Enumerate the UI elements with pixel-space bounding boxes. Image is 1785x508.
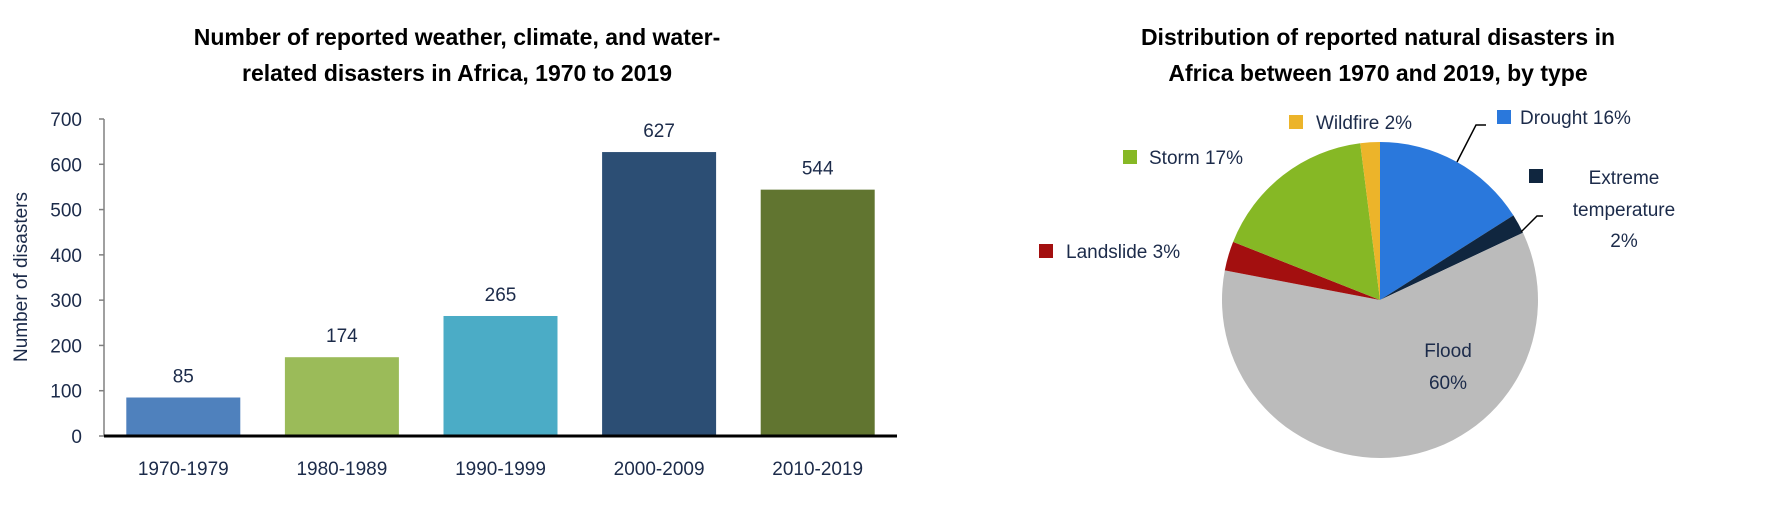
y-tick-label: 100	[50, 382, 82, 403]
data-label: 85	[173, 367, 194, 388]
y-axis-label: Number of disasters	[11, 192, 32, 362]
x-tick-label: 2000-2009	[614, 459, 705, 480]
x-tick-label: 1970-1979	[138, 459, 229, 480]
extreme-leader-line	[1520, 215, 1543, 233]
bars: 85 1970-1979 174 1980-1989 265 1990-1999 627 20…	[126, 121, 875, 480]
legend-swatch-drought	[1497, 110, 1511, 124]
x-tick-label: 2010-2019	[772, 459, 863, 480]
y-tick-label: 300	[50, 291, 82, 312]
x-tick-label: 1990-1999	[455, 459, 546, 480]
label-extreme-line-3: 2%	[1610, 231, 1638, 252]
bar-chart-title-line-2: related disasters in Africa, 1970 to 201…	[242, 60, 672, 86]
label-storm: Storm 17%	[1149, 148, 1243, 169]
y-tick-label: 500	[50, 201, 82, 222]
legend-swatch-wildfire	[1289, 115, 1303, 129]
bar-1990-1999	[443, 315, 558, 436]
pie-chart-title-line-2: Africa between 1970 and 2019, by type	[1168, 60, 1587, 86]
bar-chart: Number of reported weather, climate, and…	[11, 24, 897, 480]
pie-slices	[1222, 142, 1538, 458]
label-landslide: Landslide 3%	[1066, 242, 1180, 263]
pie-slice-storm	[1233, 143, 1380, 300]
pie-slice-wildfire	[1360, 142, 1380, 300]
y-tick-label: 400	[50, 246, 82, 267]
label-extreme-line-1: Extreme	[1589, 168, 1660, 189]
pie-chart: Distribution of reported natural disaste…	[1039, 24, 1675, 458]
drought-leader-line	[1456, 124, 1486, 163]
data-label: 544	[802, 159, 834, 180]
bar-chart-title-line-1: Number of reported weather, climate, and…	[194, 24, 721, 50]
legend-swatch-landslide	[1039, 244, 1053, 258]
label-flood-line-2: 60%	[1429, 373, 1467, 394]
y-tick-label: 0	[71, 427, 82, 448]
pie-chart-title-line-1: Distribution of reported natural disaste…	[1141, 24, 1615, 50]
pie-slice-flood	[1222, 232, 1538, 458]
legend-swatch-extreme-temperature	[1529, 169, 1543, 183]
x-tick-label: 1980-1989	[296, 459, 387, 480]
pie-slice-drought	[1380, 142, 1514, 300]
legend-swatch-storm	[1123, 150, 1137, 164]
data-label: 627	[643, 121, 675, 142]
label-drought: Drought 16%	[1520, 108, 1631, 129]
bar-1970-1979	[126, 397, 241, 436]
label-wildfire: Wildfire 2%	[1316, 113, 1412, 134]
bar-2010-2019	[760, 189, 875, 436]
label-extreme-line-2: temperature	[1573, 200, 1675, 221]
y-tick-label: 200	[50, 336, 82, 357]
y-tick-label: 600	[50, 155, 82, 176]
pie-slice-extreme-temperature	[1380, 215, 1523, 300]
label-flood-line-1: Flood	[1424, 341, 1472, 362]
data-label: 174	[326, 326, 358, 347]
pie-slice-landslide	[1224, 241, 1380, 300]
bar-1980-1989	[284, 357, 399, 436]
data-label: 265	[485, 285, 517, 306]
y-tick-label: 700	[50, 110, 82, 131]
bar-2000-2009	[602, 152, 717, 436]
y-axis: 0 100 200 300 400 500 600 700	[50, 110, 104, 448]
